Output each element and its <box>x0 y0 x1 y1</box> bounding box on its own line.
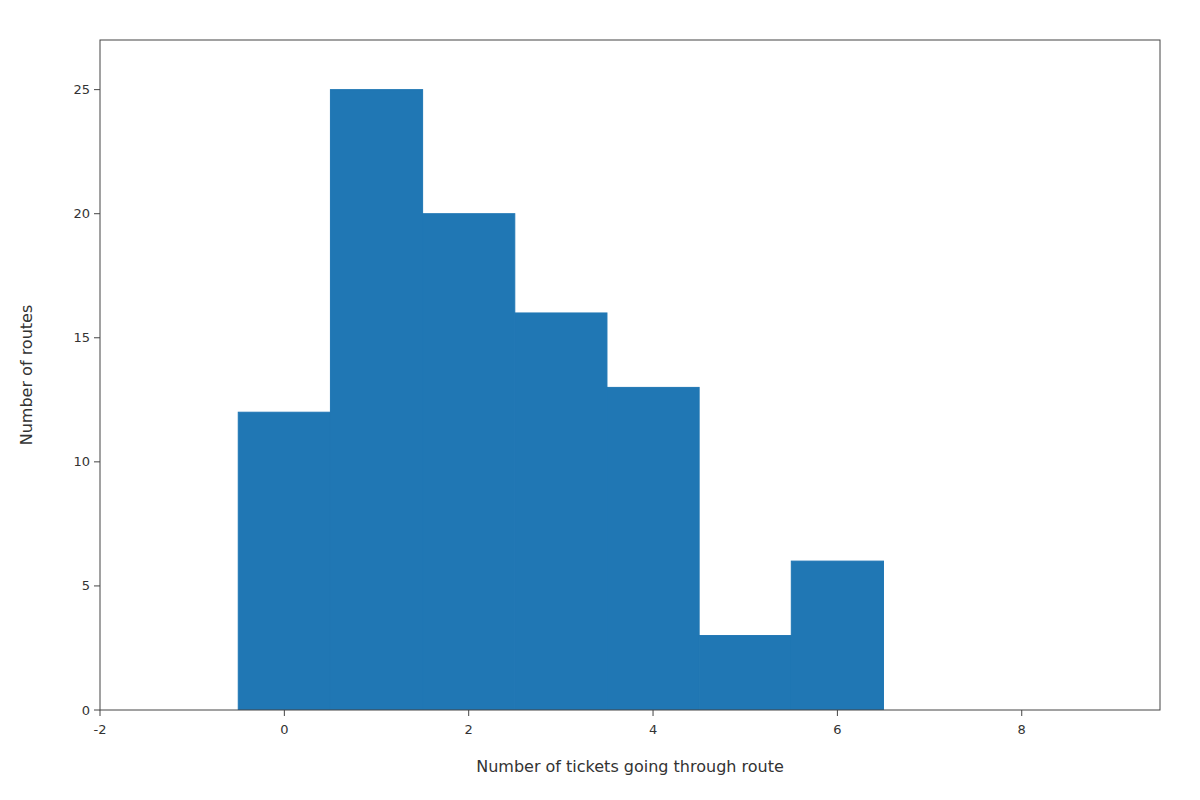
y-tick-label: 10 <box>73 454 90 469</box>
y-tick <box>94 89 100 90</box>
y-tick <box>94 213 100 214</box>
x-tick-label: -2 <box>94 722 107 737</box>
plot-frame <box>100 40 1160 710</box>
x-axis-label: Number of tickets going through route <box>476 757 784 776</box>
y-tick <box>94 585 100 586</box>
bars <box>238 90 883 710</box>
x-tick-label: 2 <box>465 722 473 737</box>
histogram-bar <box>238 412 330 710</box>
histogram-bar <box>515 313 607 710</box>
y-axis: 0 5 10 15 20 25 <box>73 82 100 717</box>
y-axis-label: Number of routes <box>17 305 36 445</box>
y-tick-label: 0 <box>82 703 90 718</box>
x-tick-label: 4 <box>649 722 657 737</box>
x-tick <box>653 710 654 716</box>
x-tick <box>284 710 285 716</box>
y-tick-label: 25 <box>73 82 90 97</box>
x-tick <box>837 710 838 716</box>
x-tick <box>100 710 101 716</box>
y-tick-label: 5 <box>82 578 90 593</box>
histogram-bar <box>607 387 699 710</box>
x-tick-label: 8 <box>1018 722 1026 737</box>
histogram-bar <box>423 214 515 710</box>
x-tick <box>1021 710 1022 716</box>
histogram-bar <box>791 561 883 710</box>
histogram-bar <box>330 90 422 710</box>
y-tick <box>94 710 100 711</box>
x-tick-label: 0 <box>280 722 288 737</box>
x-tick <box>468 710 469 716</box>
histogram-bar <box>699 636 791 710</box>
x-tick-label: 6 <box>833 722 841 737</box>
chart-container: -2 0 2 4 6 8 0 5 10 15 20 25 Number of tickets going… <box>0 0 1200 800</box>
y-tick-label: 20 <box>73 206 90 221</box>
chart-svg: -2 0 2 4 6 8 0 5 10 15 20 25 Number of tickets going… <box>0 0 1200 800</box>
y-tick <box>94 337 100 338</box>
y-tick-label: 15 <box>73 330 90 345</box>
y-tick <box>94 461 100 462</box>
x-axis: -2 0 2 4 6 8 <box>94 710 1026 737</box>
